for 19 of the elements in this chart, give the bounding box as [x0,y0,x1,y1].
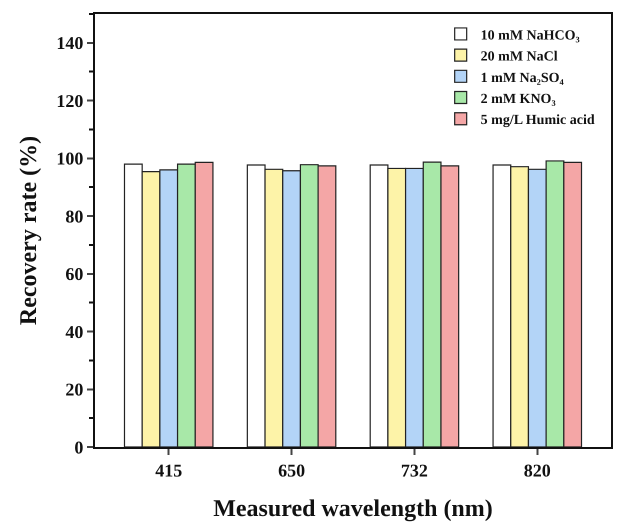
x-axis-title: Measured wavelength (nm) [213,496,493,522]
y-tick-label: 120 [56,90,84,111]
x-tick-label: 415 [155,460,182,481]
y-axis-title: Recovery rate (%) [16,136,42,326]
y-tick-label: 40 [65,322,84,342]
y-tick-label: 20 [65,380,84,400]
x-tick-label: 820 [524,460,551,481]
y-tick-label: 0 [74,437,84,458]
x-tick-label: 650 [278,460,306,481]
legend-label: 5 mg/L Humic acid [480,113,595,128]
legend-label: 1 mM Na₂SO₄ [480,70,565,86]
y-tick-label: 100 [56,148,84,169]
legend-label: 2 mM KNO₃ [480,92,556,107]
y-tick-label: 60 [65,264,84,284]
legend-label: 20 mM NaCl [480,50,558,65]
y-tick-label: 140 [56,33,84,54]
y-tick-label: 80 [65,206,84,226]
x-tick-label: 732 [400,460,428,481]
legend-label: 10 mM NaHCO₃ [480,28,580,44]
